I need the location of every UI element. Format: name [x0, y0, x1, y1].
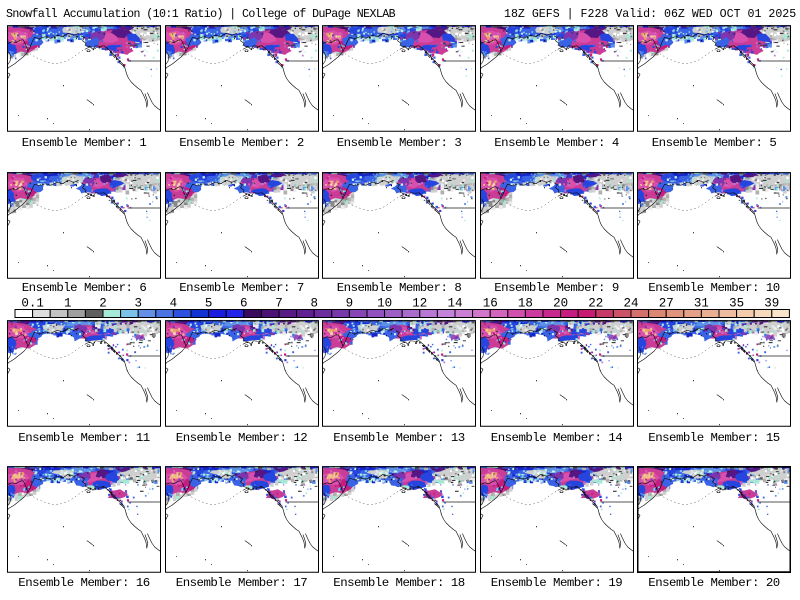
svg-text:9: 9 — [346, 297, 354, 311]
svg-text:3: 3 — [134, 297, 142, 311]
svg-text:5: 5 — [205, 297, 213, 311]
svg-text:2: 2 — [99, 297, 107, 311]
svg-text:7: 7 — [275, 297, 283, 311]
svg-text:6: 6 — [240, 297, 248, 311]
svg-text:27: 27 — [659, 297, 674, 311]
svg-text:22: 22 — [588, 297, 603, 311]
svg-text:35: 35 — [729, 297, 744, 311]
svg-text:16: 16 — [483, 297, 498, 311]
svg-text:24: 24 — [623, 297, 638, 311]
svg-text:1: 1 — [64, 297, 72, 311]
svg-text:20: 20 — [553, 297, 568, 311]
svg-text:31: 31 — [694, 297, 709, 311]
svg-text:8: 8 — [310, 297, 318, 311]
svg-text:39: 39 — [764, 297, 779, 311]
svg-text:10: 10 — [377, 297, 392, 311]
svg-text:14: 14 — [447, 297, 462, 311]
svg-text:4: 4 — [170, 297, 178, 311]
svg-text:0.1: 0.1 — [21, 297, 44, 311]
svg-text:12: 12 — [412, 297, 427, 311]
svg-text:18: 18 — [518, 297, 533, 311]
